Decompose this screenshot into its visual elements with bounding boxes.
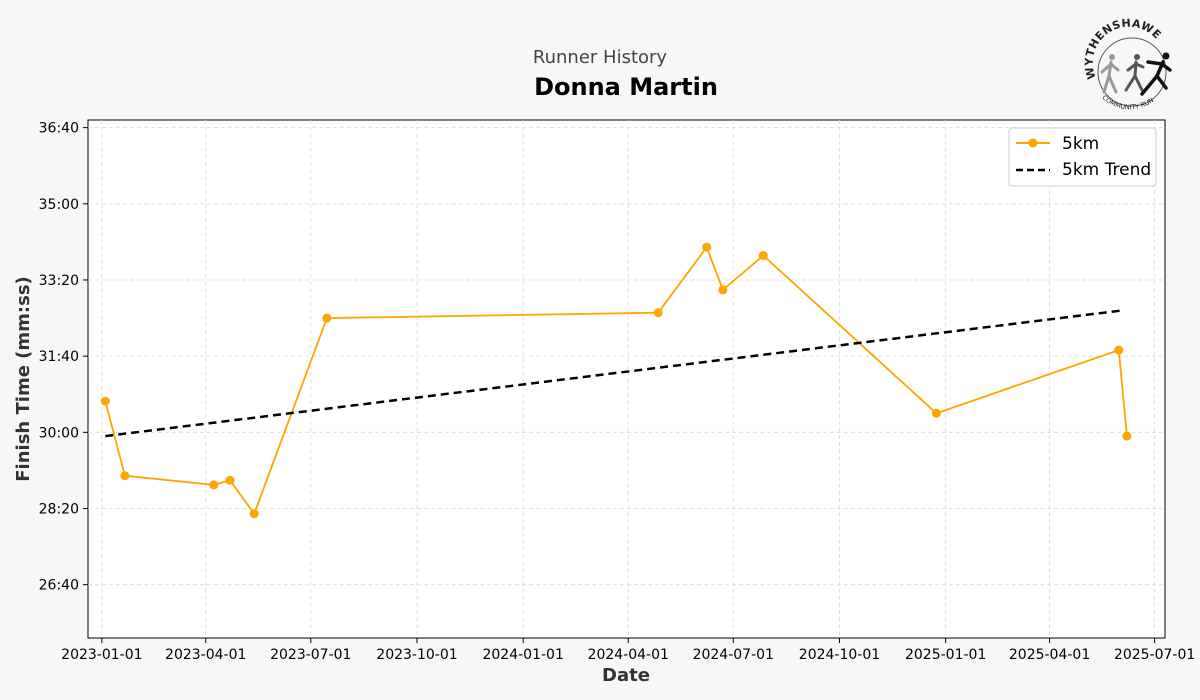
y-tick-label: 26:40: [39, 578, 79, 594]
y-axis-ticks: 26:40 28:20 30:00 31:40 33:20 35:00 36:40: [39, 121, 88, 594]
data-point: [653, 308, 663, 318]
data-point: [718, 285, 728, 295]
logo: WYTHENSHAWE COMMUNITY RUN: [1083, 17, 1172, 111]
y-tick-label: 28:20: [39, 502, 79, 518]
data-point: [209, 480, 219, 490]
x-tick-label: 2024-04-01: [588, 647, 669, 663]
grid: [88, 120, 1165, 638]
x-axis-label: Date: [602, 665, 650, 686]
runner-figure-2-icon: [1124, 54, 1145, 92]
y-tick-label: 36:40: [39, 121, 79, 137]
y-tick-label: 30:00: [39, 425, 79, 441]
runner-figure-3-icon: [1140, 52, 1172, 96]
plot-area: [87, 119, 1166, 639]
data-point: [120, 471, 130, 481]
legend: 5km 5km Trend: [1008, 127, 1157, 187]
data-point: [702, 242, 712, 252]
y-tick-label: 33:20: [39, 273, 79, 289]
legend-marker-5km: [1028, 138, 1038, 148]
y-tick-label: 35:00: [39, 197, 79, 213]
data-point: [322, 313, 332, 323]
x-tick-label: 2025-07-01: [1114, 647, 1195, 663]
runner-figure-1-icon: [1100, 54, 1120, 94]
logo-name: WYTHENSHAWE: [1083, 17, 1164, 81]
data-point: [1114, 345, 1124, 355]
legend-label-trend: 5km Trend: [1062, 160, 1151, 180]
x-tick-label: 2023-10-01: [376, 647, 457, 663]
legend-label-5km: 5km: [1062, 134, 1099, 154]
x-tick-label: 2024-07-01: [693, 647, 774, 663]
data-point: [225, 475, 235, 485]
x-tick-label: 2024-01-01: [482, 647, 563, 663]
chart-supertitle: Runner History: [533, 47, 668, 68]
data-point: [249, 509, 259, 519]
series-layer: [100, 242, 1132, 519]
x-axis-ticks: 2023-01-01 2023-04-01 2023-07-01 2023-10-01…: [61, 638, 1195, 663]
data-point: [758, 251, 768, 261]
x-tick-label: 2024-10-01: [799, 647, 880, 663]
x-tick-label: 2023-01-01: [61, 647, 142, 663]
data-point: [100, 396, 110, 406]
x-tick-label: 2025-04-01: [1009, 647, 1090, 663]
data-point: [1122, 431, 1132, 441]
x-tick-label: 2023-07-01: [270, 647, 351, 663]
chart-title: Donna Martin: [534, 73, 718, 101]
logo-ring: [1097, 37, 1167, 107]
data-point: [931, 408, 941, 418]
x-tick-label: 2025-01-01: [905, 647, 986, 663]
x-tick-label: 2023-04-01: [165, 647, 246, 663]
y-tick-label: 31:40: [39, 349, 79, 365]
logo-subtitle: COMMUNITY RUN: [1101, 93, 1156, 111]
y-axis-label: Finish Time (mm:ss): [13, 276, 34, 482]
series-line-5km-trend: [105, 309, 1123, 438]
